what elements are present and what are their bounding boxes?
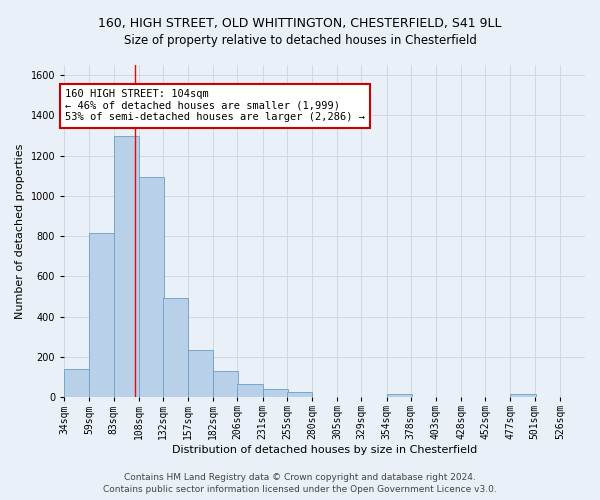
Bar: [188, 350, 213, 397]
Bar: [213, 371, 238, 397]
Bar: [163, 298, 188, 397]
Bar: [64, 369, 89, 397]
Bar: [263, 389, 288, 397]
Bar: [287, 392, 312, 397]
Y-axis label: Number of detached properties: Number of detached properties: [15, 144, 25, 319]
Text: Size of property relative to detached houses in Chesterfield: Size of property relative to detached ho…: [124, 34, 476, 47]
Bar: [113, 136, 139, 397]
X-axis label: Distribution of detached houses by size in Chesterfield: Distribution of detached houses by size …: [172, 445, 477, 455]
Bar: [511, 394, 536, 397]
Text: 160 HIGH STREET: 104sqm
← 46% of detached houses are smaller (1,999)
53% of semi: 160 HIGH STREET: 104sqm ← 46% of detache…: [65, 89, 365, 122]
Bar: [386, 394, 412, 397]
Bar: [238, 384, 263, 397]
Bar: [89, 233, 115, 397]
Text: Contains HM Land Registry data © Crown copyright and database right 2024.
Contai: Contains HM Land Registry data © Crown c…: [103, 472, 497, 494]
Text: 160, HIGH STREET, OLD WHITTINGTON, CHESTERFIELD, S41 9LL: 160, HIGH STREET, OLD WHITTINGTON, CHEST…: [98, 18, 502, 30]
Bar: [139, 177, 164, 397]
